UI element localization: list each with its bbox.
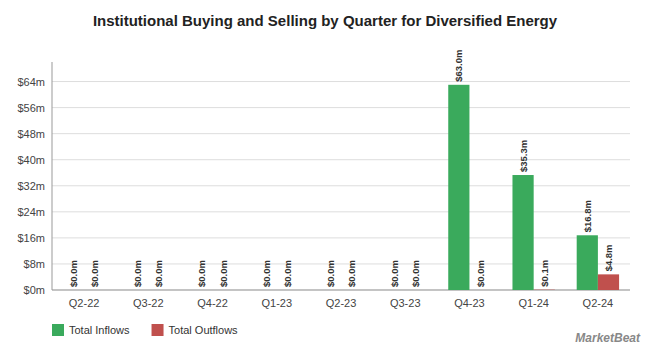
data-label: $16.8m: [582, 200, 593, 232]
data-label: $0.0m: [153, 260, 164, 287]
data-label: $0.0m: [261, 260, 272, 287]
bar: [148, 290, 169, 291]
x-tick-label: Q2-23: [326, 297, 357, 309]
x-tick-label: Q1-24: [518, 297, 549, 309]
y-tick-label: $8m: [24, 258, 45, 270]
grid: [52, 82, 630, 290]
y-tick-label: $32m: [17, 180, 45, 192]
chart: Institutional Buying and Selling by Quar…: [0, 0, 650, 350]
grid-line: [52, 237, 630, 238]
x-tick-label: Q4-23: [454, 297, 485, 309]
data-label: $0.1m: [539, 260, 550, 287]
bars: [448, 85, 619, 290]
bar: [448, 85, 469, 290]
legend-swatch: [52, 324, 64, 336]
data-label: $0.0m: [410, 260, 421, 287]
grid-line: [52, 185, 630, 186]
bar: [63, 290, 84, 291]
title: Institutional Buying and Selling by Quar…: [93, 12, 558, 29]
y-tick-label: $16m: [17, 232, 45, 244]
watermark: MarketBeat: [575, 331, 641, 345]
bar: [405, 290, 426, 291]
bar: [469, 290, 490, 291]
bar: [341, 290, 362, 291]
data-label: $0.0m: [89, 260, 100, 287]
bar: [598, 274, 619, 290]
bar: [534, 289, 555, 290]
bar: [320, 290, 341, 291]
y-tick-label: $64m: [17, 76, 45, 88]
bar: [384, 290, 405, 291]
x-tick-label: Q3-23: [390, 297, 421, 309]
grid-line: [52, 211, 630, 212]
x-tick-label: Q2-22: [69, 297, 100, 309]
x-tick-label: Q3-22: [133, 297, 164, 309]
y-tick-label: $0m: [24, 284, 45, 296]
legend-label: Total Inflows: [69, 324, 130, 336]
bar: [256, 290, 277, 291]
y-tick-label: $48m: [17, 128, 45, 140]
x-tick-label: Q2-24: [583, 297, 614, 309]
data-label: $35.3m: [518, 140, 529, 172]
bar: [577, 235, 598, 290]
x-tick-label: Q1-23: [261, 297, 292, 309]
data-label: $0.0m: [68, 260, 79, 287]
data-label: $0.0m: [325, 260, 336, 287]
x-tick-label: Q4-22: [197, 297, 228, 309]
y-tick-label: $56m: [17, 102, 45, 114]
bar: [191, 290, 212, 291]
x-axis: [52, 290, 630, 291]
y-tick-label: $24m: [17, 206, 45, 218]
bar: [127, 290, 148, 291]
grid-line: [52, 81, 630, 82]
data-labels: $0.0m $0.0m $0.0m $0.0m $0.0m $0.0m $63.0m $35.…: [68, 50, 614, 287]
data-label: $0.0m: [475, 260, 486, 287]
data-label: $0.0m: [218, 260, 229, 287]
grid-line: [52, 133, 630, 134]
data-label: $0.0m: [132, 260, 143, 287]
legend: Total Inflows Total Outflows: [52, 324, 238, 336]
grid-line: [52, 107, 630, 108]
bar: [213, 290, 234, 291]
legend-label: Total Outflows: [169, 324, 239, 336]
data-label: $4.8m: [603, 244, 614, 271]
y-tick-label: $40m: [17, 154, 45, 166]
bar: [84, 290, 105, 291]
data-label: $0.0m: [346, 260, 357, 287]
bar: [512, 175, 533, 290]
grid-line: [52, 159, 630, 160]
data-label: $0.0m: [282, 260, 293, 287]
grid-line: [52, 290, 630, 291]
data-label: $0.0m: [196, 260, 207, 287]
data-label: $0.0m: [389, 260, 400, 287]
legend-swatch: [152, 324, 164, 336]
data-label: $63.0m: [453, 50, 464, 82]
bar: [277, 290, 298, 291]
y-axis: [52, 62, 53, 290]
